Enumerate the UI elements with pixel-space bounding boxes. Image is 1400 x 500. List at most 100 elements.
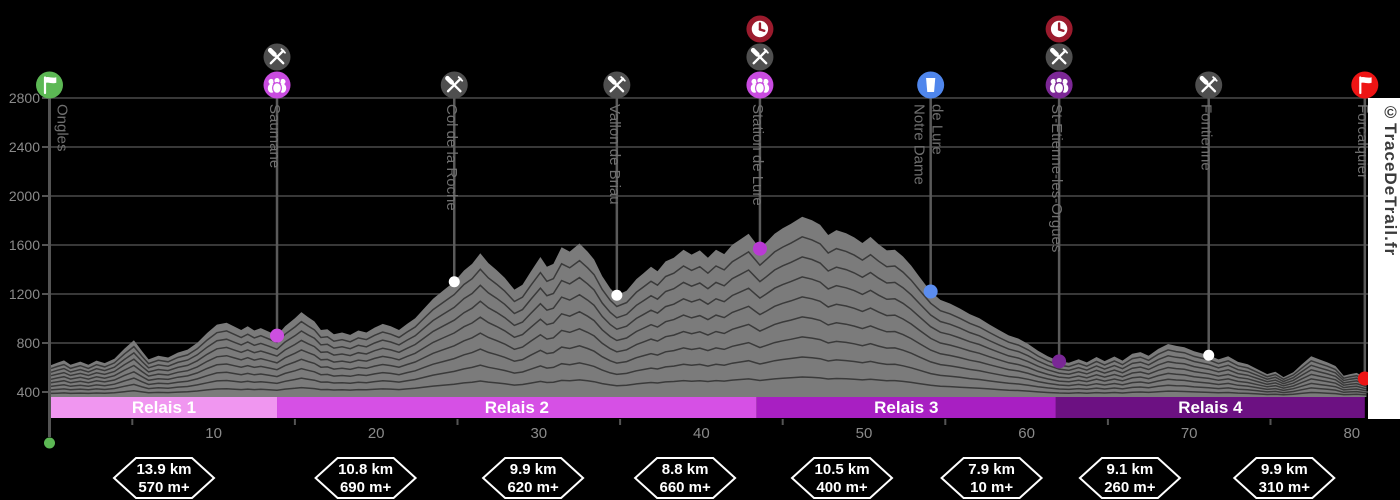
relay-label: Relais 3 — [874, 398, 938, 417]
waypoint-label: Ongles — [54, 104, 71, 152]
badge-outline — [790, 457, 894, 499]
x-axis-label: 40 — [693, 425, 710, 442]
ridge-line — [50, 235, 1367, 382]
waypoint-st-etienne-les-orgues: St-Etienne-les-Orgues — [1048, 98, 1067, 369]
y-axis-label: 400 — [17, 384, 41, 400]
flag-banner — [45, 77, 57, 84]
ridge-line — [50, 276, 1367, 386]
person-head — [751, 78, 757, 85]
segment-distance: 13.9 km — [136, 461, 191, 478]
restaurant-icon — [603, 71, 631, 99]
segment-gain: 310 m+ — [1259, 479, 1311, 496]
waypoint-label: Forcalquier — [1354, 104, 1371, 179]
ridge-line — [50, 356, 1367, 394]
fork-tine — [622, 78, 626, 82]
waypoint-dot — [1203, 349, 1215, 361]
x-axis-label: 60 — [1018, 425, 1035, 442]
x-axis-label: 50 — [856, 425, 873, 442]
ridge-line — [50, 336, 1367, 392]
clock-hour-hand — [758, 28, 766, 32]
waypoint-label: St-Etienne-les-Orgues — [1048, 104, 1065, 252]
restaurant-icon — [263, 43, 291, 71]
ridge-line — [50, 296, 1367, 388]
person-body — [1054, 81, 1065, 95]
x-axis-label: 80 — [1343, 425, 1360, 442]
segment-gain: 10 m+ — [970, 479, 1013, 496]
relay-label: Relais 4 — [1178, 398, 1243, 417]
waypoint-saumane: Saumane — [266, 98, 285, 343]
segment-gain: 660 m+ — [659, 479, 711, 496]
restaurant-icon — [440, 71, 468, 99]
flag-banner — [1360, 77, 1372, 84]
waypoint-label: Station de Lure — [749, 104, 766, 206]
relay-exchange-pink-icon — [746, 71, 774, 99]
person-body — [754, 81, 765, 95]
waypoint-col-de-la-roche: Col de la Roche — [443, 98, 460, 288]
waypoint-dot — [752, 241, 767, 256]
restaurant-icon — [1195, 71, 1223, 99]
start-flag-icon — [36, 71, 63, 99]
segment-distance: 9.9 km — [510, 461, 557, 478]
person-head — [1062, 78, 1068, 85]
icon-circle — [1351, 71, 1379, 99]
person-head — [1050, 78, 1057, 85]
fork-tine — [1214, 78, 1218, 82]
x-axis-label: 30 — [530, 425, 547, 442]
fork — [609, 77, 625, 93]
ridge-line — [50, 316, 1367, 390]
segment-gain: 690 m+ — [340, 479, 392, 496]
segment-distance: 10.8 km — [338, 461, 393, 478]
waypoint-label: Col de la Roche — [443, 104, 460, 211]
y-axis-label: 2800 — [9, 90, 40, 106]
ridge-line — [50, 256, 1367, 384]
segment-distance: 7.9 km — [968, 461, 1015, 478]
relay-bar-segment — [51, 397, 278, 418]
badge-outline — [112, 457, 216, 499]
waypoint-label: Fontienne — [1198, 104, 1215, 171]
relay-label: Relais 2 — [485, 398, 549, 417]
relay-exchange-purple-icon — [1045, 71, 1073, 99]
badge-outline — [940, 457, 1044, 499]
waypoint-station-de-lure: Station de Lure — [749, 98, 767, 256]
badge-outline — [314, 457, 418, 499]
y-axis-label: 1600 — [9, 237, 40, 253]
waypoint-fontienne: Fontienne — [1198, 98, 1215, 361]
segment-distance: 9.1 km — [1106, 461, 1153, 478]
y-axis-label: 1200 — [9, 286, 40, 302]
course-start-dot — [44, 437, 55, 449]
relay-exchange-pink-icon — [263, 71, 291, 99]
waypoint-notre-dame-de-lure: Notre Dame de Lure — [911, 98, 946, 299]
glass — [926, 78, 936, 92]
waypoint-dot — [270, 328, 285, 343]
segment-distance: 8.8 km — [662, 461, 709, 478]
watermark: ©TraceDeTrail.fr — [1368, 98, 1400, 419]
badge-outline — [1232, 457, 1336, 499]
fork-tine — [765, 50, 769, 54]
badge-outline — [481, 457, 585, 499]
segment-gain: 570 m+ — [138, 479, 190, 496]
y-axis-label: 2000 — [9, 188, 40, 204]
waypoint-dot — [611, 289, 623, 301]
icon-circle — [36, 71, 63, 99]
person-body — [272, 81, 283, 95]
restaurant-icon — [1045, 43, 1073, 71]
segment-gain: 260 m+ — [1104, 479, 1156, 496]
waypoint-ongles: Ongles — [54, 104, 71, 152]
restaurant-icon — [746, 43, 774, 71]
waypoint-dot — [1052, 354, 1067, 369]
waypoint-dot — [923, 284, 938, 299]
relay-bar-segment — [756, 397, 1056, 418]
fork-tine — [1064, 50, 1069, 54]
fork — [1051, 49, 1067, 65]
fork-tine — [459, 78, 464, 82]
person-head — [268, 78, 274, 85]
fork — [446, 77, 462, 93]
segment-distance: 9.9 km — [1261, 461, 1308, 478]
